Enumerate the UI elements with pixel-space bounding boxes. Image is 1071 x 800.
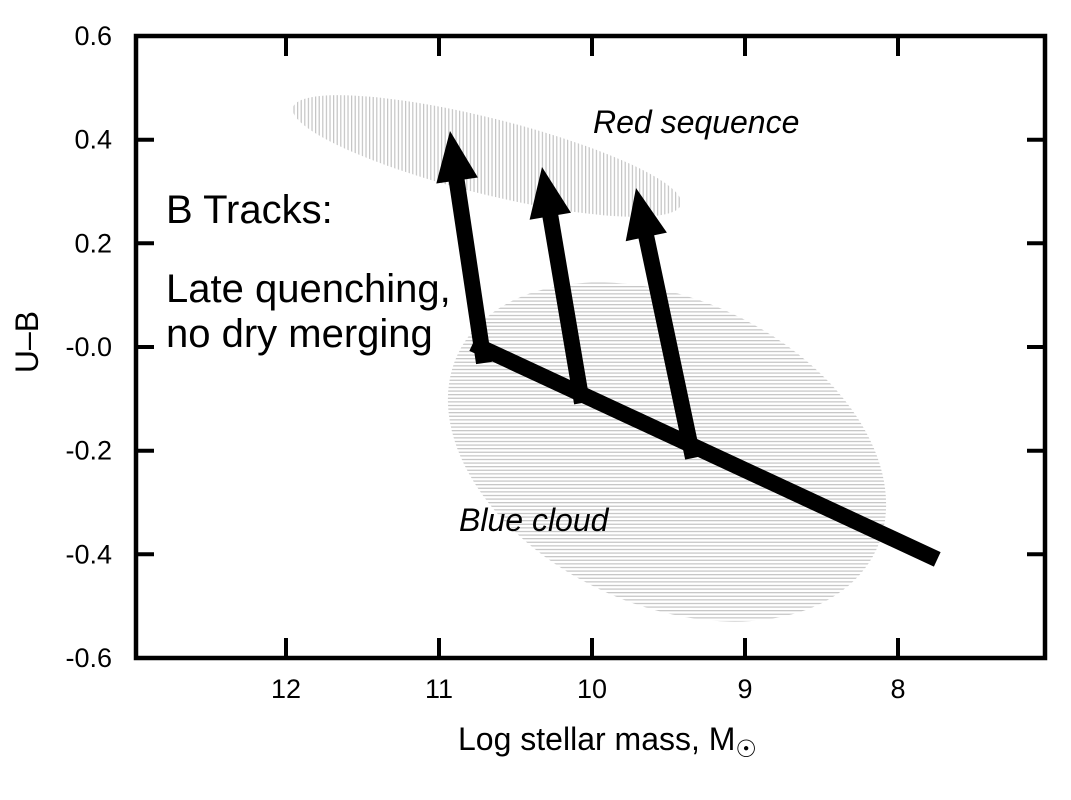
- y-axis-ticks-right: [1027, 34, 1043, 660]
- x-tick-label: 9: [737, 674, 752, 704]
- y-tick-label: -0.4: [65, 539, 112, 569]
- x-axis-ticks-top: [284, 38, 900, 56]
- arrow-shaft: [448, 174, 492, 365]
- red-sequence-label: Red sequence: [593, 104, 799, 140]
- x-axis-ticks-bottom: [284, 638, 900, 656]
- y-tick-label: -0.0: [65, 332, 112, 362]
- y-axis-title: U–B: [9, 311, 45, 373]
- y-tick-label: 0.4: [74, 125, 112, 155]
- blue-cloud-region: [447, 282, 887, 622]
- y-tick-label: -0.6: [65, 643, 112, 673]
- evolution-track-line: [469, 336, 941, 567]
- x-axis-title-main: Log stellar mass, M: [458, 721, 735, 757]
- x-axis-title: Log stellar mass, M☉: [458, 721, 757, 763]
- arrow-head-icon: [436, 131, 478, 184]
- y-tick-label: 0.2: [74, 228, 112, 258]
- arrow-head-icon: [529, 167, 571, 220]
- blue-cloud-label: Blue cloud: [459, 502, 610, 538]
- arrow-shaft: [637, 230, 701, 460]
- red-sequence-region: [292, 95, 682, 217]
- y-tick-label: -0.2: [65, 436, 112, 466]
- x-tick-label: 10: [577, 674, 607, 704]
- tracks-heading: B Tracks:: [166, 188, 333, 232]
- arrow-shaft: [541, 209, 590, 405]
- arrow-head-icon: [625, 188, 667, 242]
- quenching-arrow-1: [436, 131, 492, 365]
- y-tick-label: 0.6: [74, 21, 112, 51]
- y-axis-ticks-left: [138, 34, 154, 660]
- x-tick-label: 8: [890, 674, 905, 704]
- x-tick-label: 11: [425, 674, 453, 704]
- quenching-arrow-2: [529, 167, 590, 405]
- x-tick-label: 12: [271, 674, 301, 704]
- plot-frame: [133, 33, 1048, 661]
- tracks-subtitle-line2: no dry merging: [166, 312, 433, 356]
- tracks-subtitle-line1: Late quenching,: [166, 267, 451, 311]
- sun-symbol-icon: ☉: [735, 736, 757, 763]
- quenching-arrow-3: [625, 188, 701, 460]
